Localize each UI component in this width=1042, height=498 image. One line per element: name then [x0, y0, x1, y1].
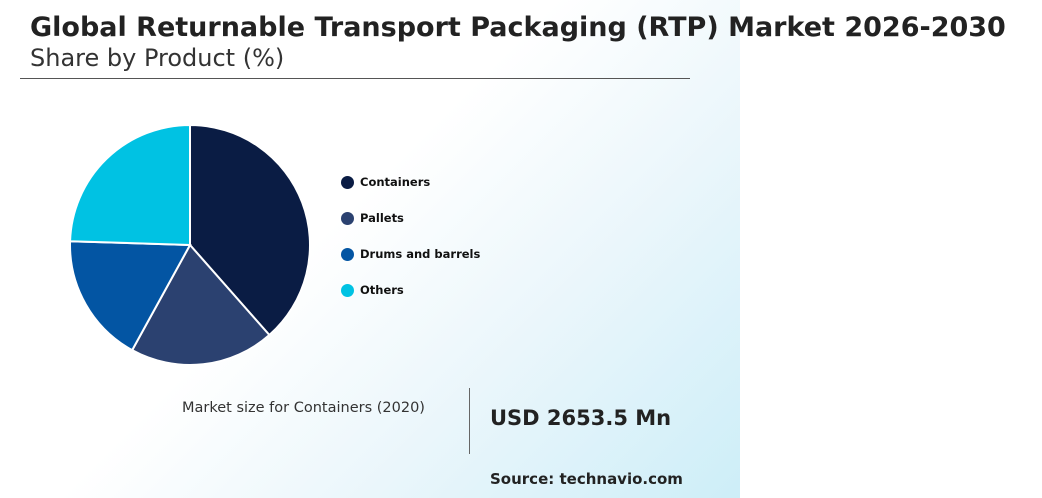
pie-slice-others [69, 123, 191, 247]
pie-slice-drums-and-barrels [69, 240, 192, 352]
market-size-label: Market size for Containers (2020) [182, 400, 425, 416]
legend-swatch [341, 211, 354, 225]
source-note: Source: technavio.com [490, 470, 683, 488]
legend-item: Containers [341, 173, 480, 191]
chart-title: Global Returnable Transport Packaging (R… [30, 12, 1006, 43]
legend-swatch [341, 247, 354, 261]
market-size-value: USD 2653.5 Mn [490, 406, 672, 430]
legend-item: Drums and barrels [341, 245, 480, 263]
pie-slice-containers [189, 123, 311, 337]
legend-swatch [341, 175, 354, 189]
legend-label: Drums and barrels [360, 247, 481, 261]
legend-label: Containers [360, 175, 431, 189]
pie-chart [69, 123, 311, 366]
legend-label: Others [360, 283, 404, 297]
chart-subtitle: Share by Product (%) [30, 44, 285, 72]
market-size-divider [469, 388, 470, 454]
legend-item: Pallets [341, 209, 480, 227]
chart-legend: Containers Pallets Drums and barrels Others [341, 173, 480, 317]
legend-label: Pallets [360, 211, 404, 225]
legend-swatch [341, 283, 354, 297]
pie-slice-pallets [130, 243, 271, 366]
legend-item: Others [341, 281, 480, 299]
title-divider [20, 78, 690, 79]
chart-panel: Global Returnable Transport Packaging (R… [0, 0, 1006, 498]
